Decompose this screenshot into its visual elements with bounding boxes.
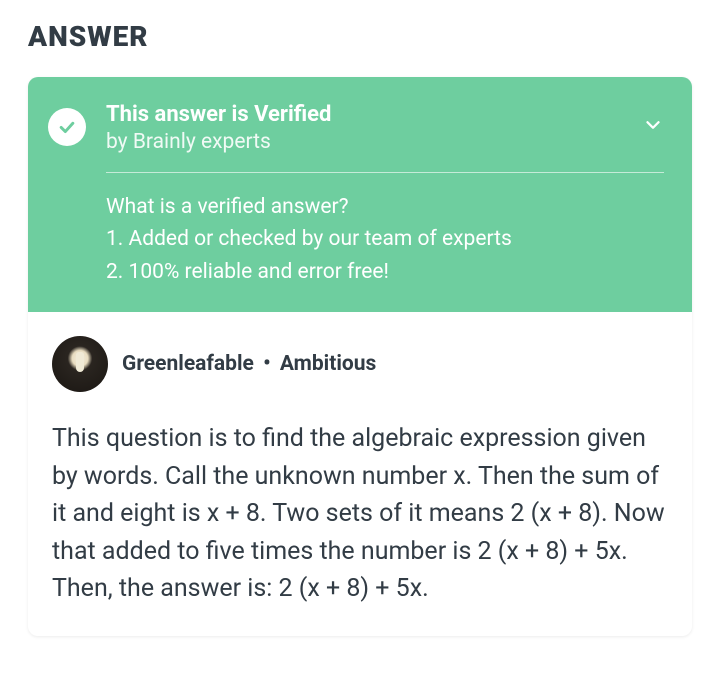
verified-header: This answer is Verified by Brainly exper… (48, 101, 664, 172)
section-title: ANSWER (28, 20, 692, 53)
verified-banner[interactable]: This answer is Verified by Brainly exper… (28, 77, 692, 312)
verified-point-2: 2. 100% reliable and error free! (106, 256, 664, 289)
separator-dot: • (263, 352, 271, 376)
user-rank: Ambitious (280, 352, 376, 376)
verified-subtitle: by Brainly experts (106, 130, 622, 154)
verified-text: This answer is Verified by Brainly exper… (106, 101, 622, 154)
user-line: Greenleafable • Ambitious (122, 352, 376, 376)
verified-title: This answer is Verified (106, 101, 622, 130)
verified-body: What is a verified answer? 1. Added or c… (106, 191, 664, 289)
answer-meta: Greenleafable • Ambitious (28, 312, 692, 400)
answer-card: This answer is Verified by Brainly exper… (28, 77, 692, 636)
avatar[interactable] (52, 336, 108, 392)
answer-body: This question is to find the algebraic e… (28, 400, 692, 636)
check-icon (48, 108, 86, 146)
verified-point-1: 1. Added or checked by our team of exper… (106, 223, 664, 256)
chevron-down-icon[interactable] (642, 114, 664, 140)
username[interactable]: Greenleafable (122, 352, 254, 376)
divider (106, 172, 664, 173)
verified-question: What is a verified answer? (106, 191, 664, 224)
